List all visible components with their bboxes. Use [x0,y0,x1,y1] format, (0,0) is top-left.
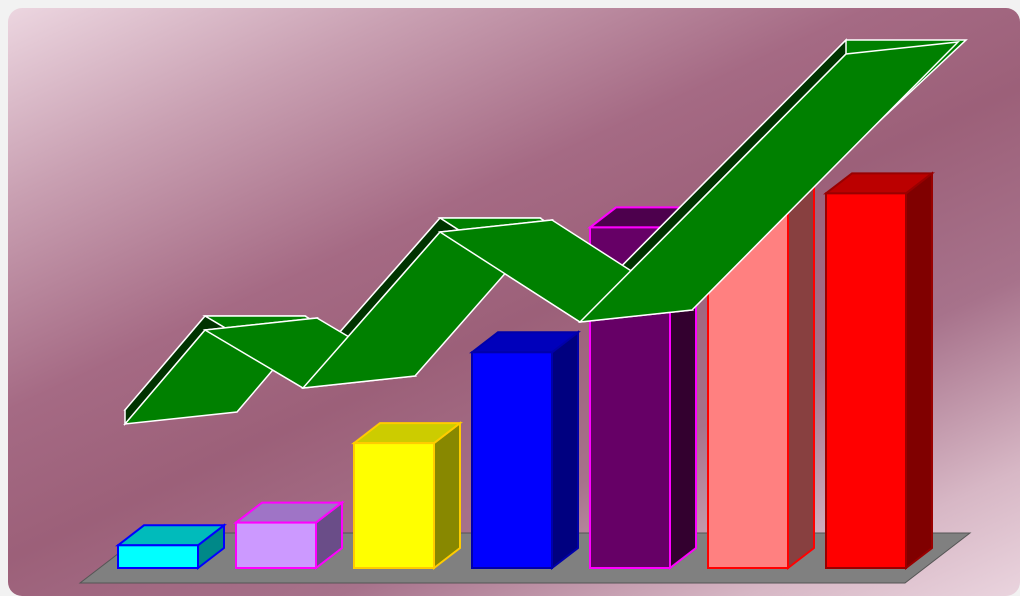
bar [117,544,199,570]
trend-ribbon-surface [577,41,961,323]
bar-side [787,159,815,571]
bar [471,351,553,570]
bar [353,442,435,569]
bar-side [905,171,933,571]
bar [825,192,907,569]
bar [235,521,317,570]
bar-side [551,330,579,571]
bar-side [433,421,461,571]
